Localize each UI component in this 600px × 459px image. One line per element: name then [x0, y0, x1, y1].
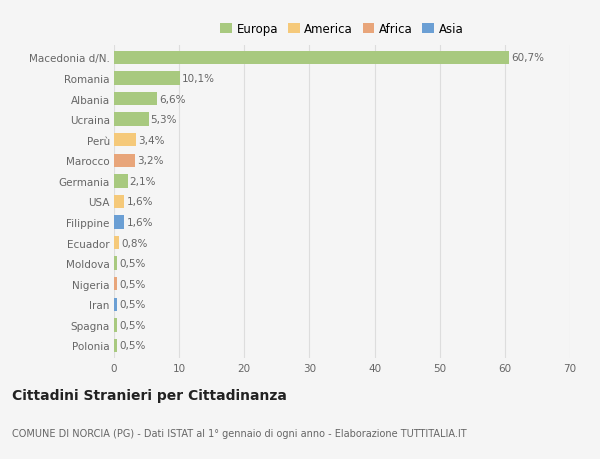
Text: 60,7%: 60,7%	[511, 53, 544, 63]
Bar	[114, 154, 135, 168]
Text: 0,5%: 0,5%	[119, 341, 146, 351]
Text: 5,3%: 5,3%	[151, 115, 177, 125]
Text: 0,5%: 0,5%	[119, 320, 146, 330]
Bar	[114, 257, 117, 270]
Bar	[114, 134, 136, 147]
Text: 0,8%: 0,8%	[121, 238, 148, 248]
Bar	[114, 319, 117, 332]
Bar	[114, 72, 180, 85]
Bar	[114, 216, 124, 229]
Bar	[114, 277, 117, 291]
Text: 10,1%: 10,1%	[182, 74, 215, 84]
Text: 3,4%: 3,4%	[138, 135, 164, 146]
Text: 1,6%: 1,6%	[127, 218, 153, 228]
Bar	[114, 51, 509, 65]
Legend: Europa, America, Africa, Asia: Europa, America, Africa, Asia	[218, 21, 466, 38]
Text: COMUNE DI NORCIA (PG) - Dati ISTAT al 1° gennaio di ogni anno - Elaborazione TUT: COMUNE DI NORCIA (PG) - Dati ISTAT al 1°…	[12, 428, 467, 438]
Text: 6,6%: 6,6%	[159, 94, 185, 104]
Bar	[114, 113, 149, 127]
Bar	[114, 236, 119, 250]
Bar	[114, 175, 128, 188]
Text: 0,5%: 0,5%	[119, 258, 146, 269]
Text: 0,5%: 0,5%	[119, 300, 146, 310]
Bar	[114, 93, 157, 106]
Bar	[114, 298, 117, 311]
Bar	[114, 195, 124, 209]
Text: 0,5%: 0,5%	[119, 279, 146, 289]
Text: 1,6%: 1,6%	[127, 197, 153, 207]
Text: 2,1%: 2,1%	[130, 176, 156, 186]
Bar	[114, 339, 117, 353]
Text: 3,2%: 3,2%	[137, 156, 163, 166]
Text: Cittadini Stranieri per Cittadinanza: Cittadini Stranieri per Cittadinanza	[12, 388, 287, 403]
